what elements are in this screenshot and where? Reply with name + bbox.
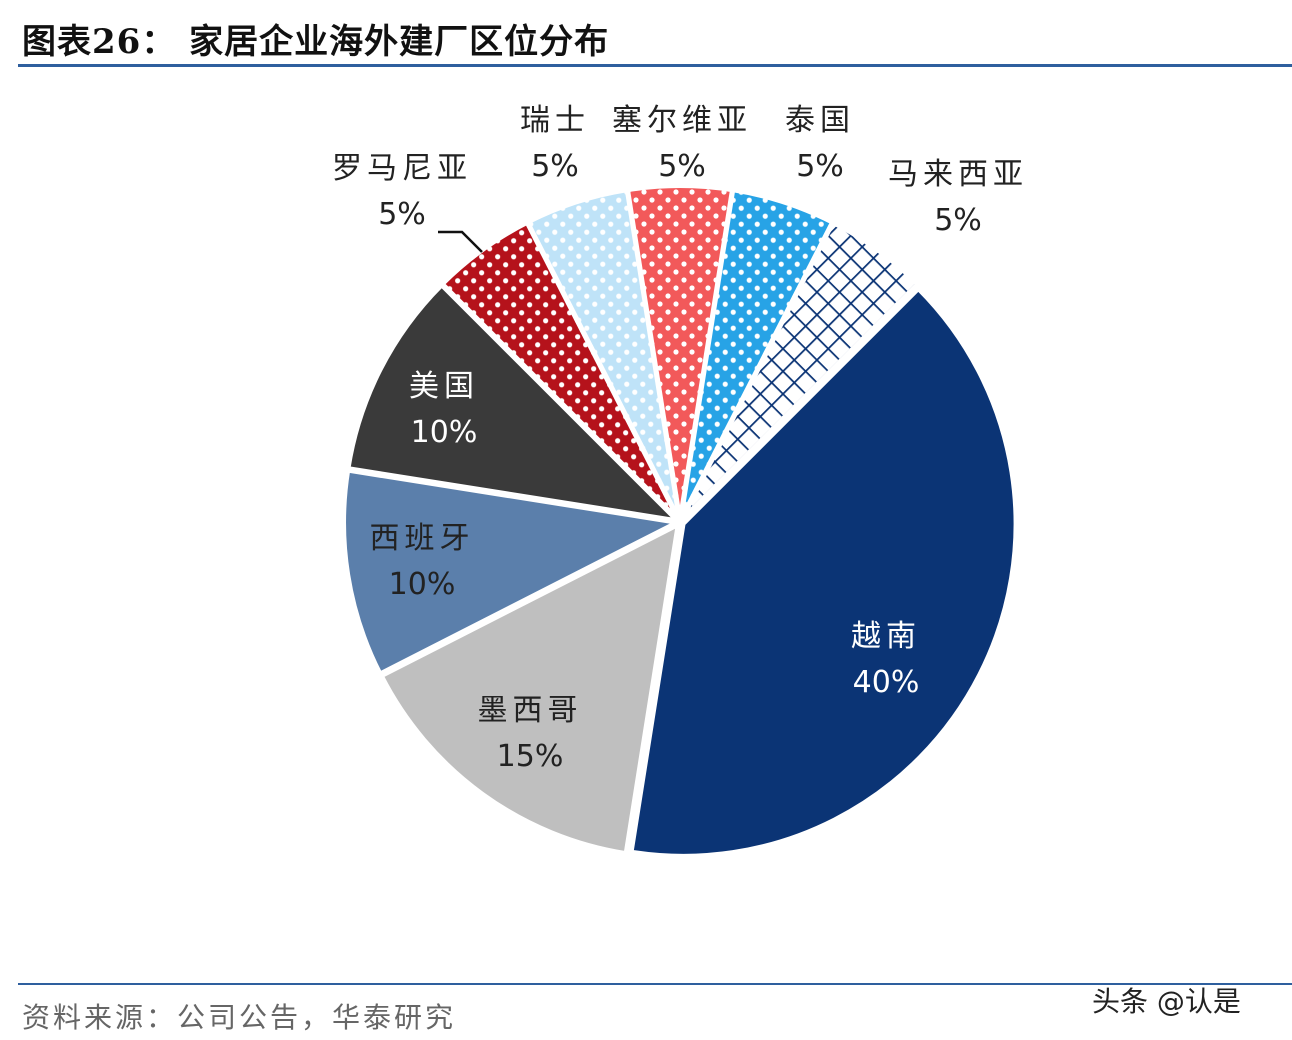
- slice-value: 10%: [410, 415, 478, 450]
- label-romania: 罗马尼亚 5%: [332, 146, 472, 238]
- label-switzerland: 瑞士 5%: [520, 98, 590, 190]
- slice-label: 马来西亚: [888, 157, 1028, 192]
- pie-slice-2: [680, 220, 920, 521]
- slice-value: 15%: [496, 739, 564, 774]
- slice-label: 越南: [851, 619, 921, 654]
- pie-slice-5: [342, 468, 683, 677]
- label-serbia: 塞尔维亚 5%: [612, 98, 752, 190]
- slice-value: 5%: [531, 149, 579, 184]
- slice-label: 美国: [409, 369, 479, 404]
- pie-slice-6: [346, 282, 683, 524]
- pie-slice-4: [379, 521, 681, 856]
- slice-value: 5%: [378, 197, 426, 232]
- leader-line-romania: [438, 230, 483, 253]
- title-rule: [18, 64, 1292, 67]
- slice-value: 5%: [796, 149, 844, 184]
- label-mexico: 墨西哥 15%: [478, 688, 583, 780]
- slice-label: 西班牙: [369, 521, 475, 556]
- label-malaysia: 马来西亚 5%: [888, 152, 1028, 244]
- slice-label: 罗马尼亚: [332, 151, 472, 186]
- pie-slice-8: [525, 187, 681, 520]
- slice-label: 泰国: [785, 103, 855, 138]
- chart-title: 图表26： 家居企业海外建厂区位分布: [22, 22, 610, 62]
- slice-value: 5%: [934, 203, 982, 238]
- label-thailand: 泰国 5%: [785, 98, 855, 190]
- label-usa: 美国 10%: [409, 364, 479, 456]
- pie-slice-3: [629, 286, 1018, 858]
- slice-label: 瑞士: [520, 103, 590, 138]
- label-vietnam: 越南 40%: [851, 614, 921, 706]
- watermark: 头条 @认是: [1092, 985, 1241, 1018]
- slice-value: 10%: [388, 567, 456, 602]
- slice-label: 墨西哥: [477, 693, 583, 728]
- slice-value: 40%: [852, 665, 920, 700]
- source-note: 资料来源：公司公告，华泰研究: [22, 1001, 457, 1034]
- footer-rule: [18, 983, 1292, 985]
- slice-value: 5%: [658, 149, 706, 184]
- slice-label: 塞尔维亚: [612, 103, 752, 138]
- label-spain: 西班牙 10%: [370, 516, 475, 608]
